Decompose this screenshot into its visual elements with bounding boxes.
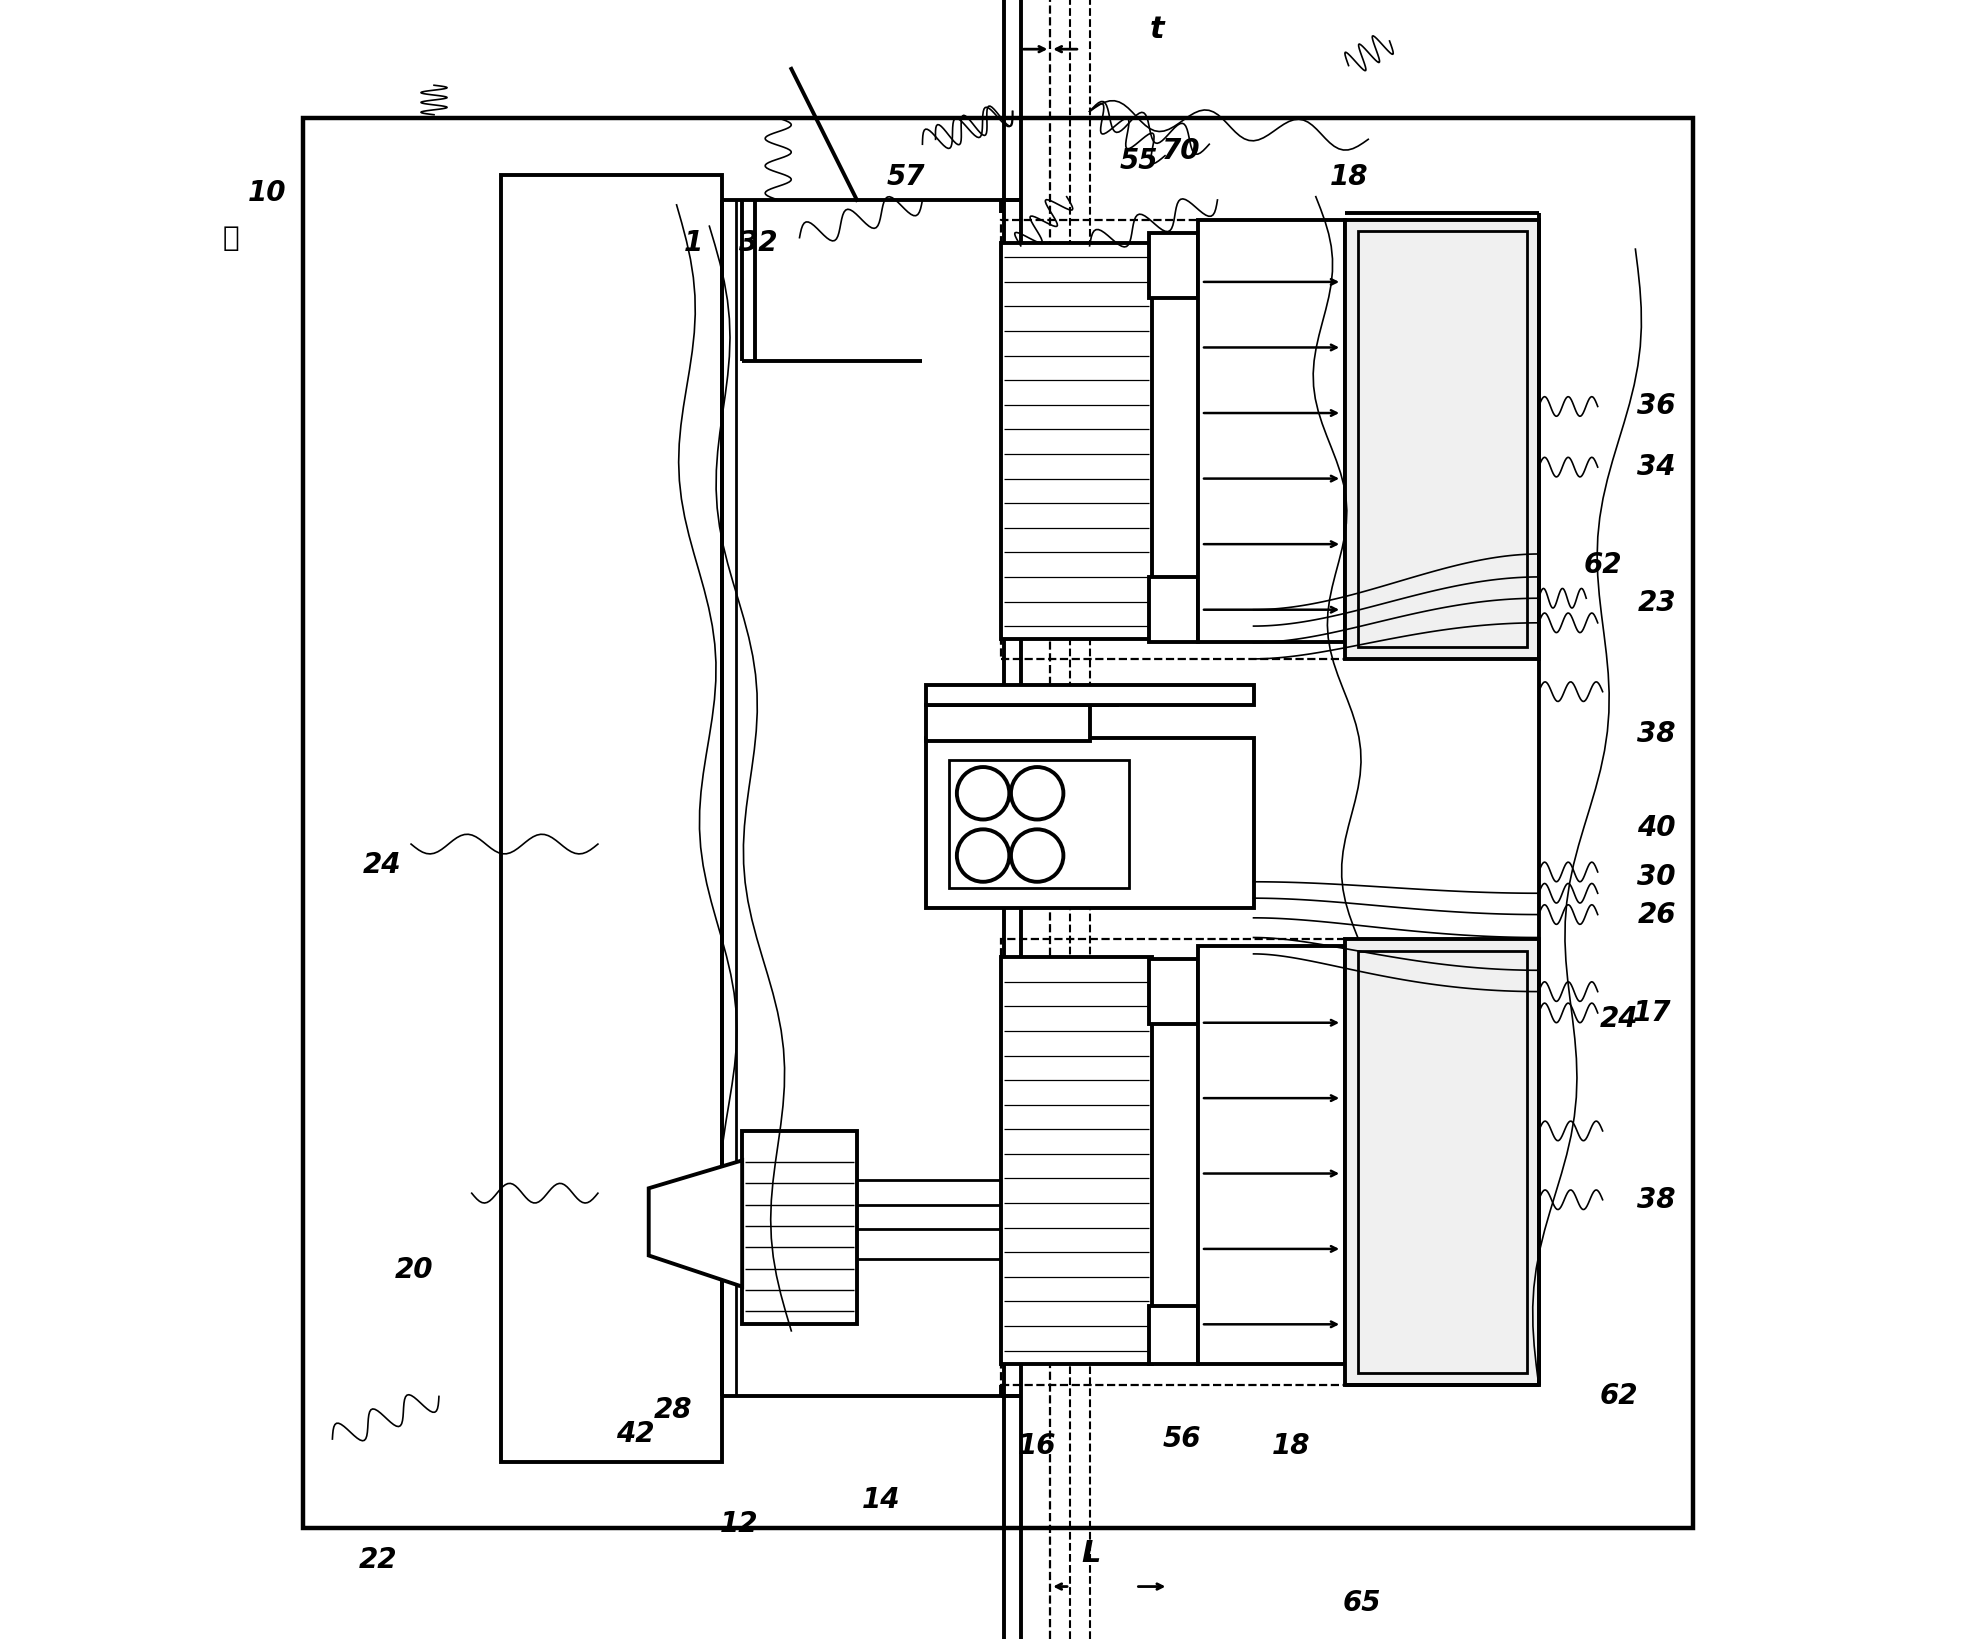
Bar bbox=[925, 685, 1253, 705]
Bar bbox=[1197, 946, 1346, 1364]
Text: 62: 62 bbox=[1601, 1382, 1638, 1411]
Text: 12: 12 bbox=[719, 1510, 759, 1539]
Bar bbox=[1358, 231, 1527, 647]
Text: 20: 20 bbox=[395, 1255, 433, 1285]
Text: 55: 55 bbox=[1120, 146, 1158, 175]
Bar bbox=[1346, 220, 1539, 659]
Text: 24: 24 bbox=[1601, 1005, 1638, 1034]
Bar bbox=[948, 760, 1128, 888]
Circle shape bbox=[956, 767, 1010, 820]
Text: 32: 32 bbox=[739, 228, 779, 257]
Text: 22: 22 bbox=[360, 1546, 397, 1575]
Circle shape bbox=[956, 829, 1010, 882]
Text: 14: 14 bbox=[862, 1485, 901, 1514]
Text: 18: 18 bbox=[1330, 162, 1367, 192]
Text: 18: 18 bbox=[1273, 1431, 1310, 1460]
Text: 10: 10 bbox=[247, 179, 287, 208]
Text: 図: 図 bbox=[223, 223, 239, 252]
Text: 38: 38 bbox=[1638, 1185, 1676, 1214]
Bar bbox=[1002, 220, 1539, 659]
Text: 30: 30 bbox=[1638, 862, 1676, 892]
Bar bbox=[925, 705, 1089, 741]
Bar bbox=[743, 1131, 858, 1324]
Bar bbox=[1346, 939, 1539, 1385]
Bar bbox=[1148, 959, 1197, 1024]
Bar bbox=[1358, 951, 1527, 1373]
Text: 65: 65 bbox=[1342, 1588, 1381, 1618]
Text: t: t bbox=[1150, 15, 1164, 44]
Bar bbox=[1002, 243, 1152, 639]
Circle shape bbox=[1012, 767, 1063, 820]
Text: 40: 40 bbox=[1638, 813, 1676, 842]
Text: 26: 26 bbox=[1638, 900, 1676, 929]
Circle shape bbox=[1012, 829, 1063, 882]
Text: 70: 70 bbox=[1162, 136, 1201, 166]
Bar bbox=[1002, 957, 1152, 1364]
Text: 56: 56 bbox=[1162, 1424, 1201, 1454]
Bar bbox=[1197, 220, 1346, 642]
Text: 38: 38 bbox=[1638, 720, 1676, 749]
Text: 16: 16 bbox=[1018, 1431, 1057, 1460]
Text: 42: 42 bbox=[617, 1419, 654, 1449]
Bar bbox=[1148, 1306, 1197, 1364]
Text: 23: 23 bbox=[1638, 588, 1676, 618]
Text: 36: 36 bbox=[1638, 392, 1676, 421]
Bar bbox=[502, 175, 723, 1462]
Text: 24: 24 bbox=[362, 851, 401, 880]
Bar bbox=[302, 118, 1693, 1528]
Text: 62: 62 bbox=[1583, 551, 1622, 580]
Bar bbox=[1148, 577, 1197, 642]
Text: 57: 57 bbox=[887, 162, 925, 192]
Text: 34: 34 bbox=[1638, 452, 1676, 482]
Bar bbox=[1002, 939, 1539, 1385]
Bar bbox=[1148, 233, 1197, 298]
Text: L: L bbox=[1081, 1539, 1101, 1569]
Text: 28: 28 bbox=[654, 1395, 692, 1424]
Text: 17: 17 bbox=[1632, 998, 1672, 1028]
Polygon shape bbox=[648, 1160, 743, 1287]
Text: 1: 1 bbox=[684, 228, 703, 257]
Bar bbox=[925, 738, 1253, 908]
